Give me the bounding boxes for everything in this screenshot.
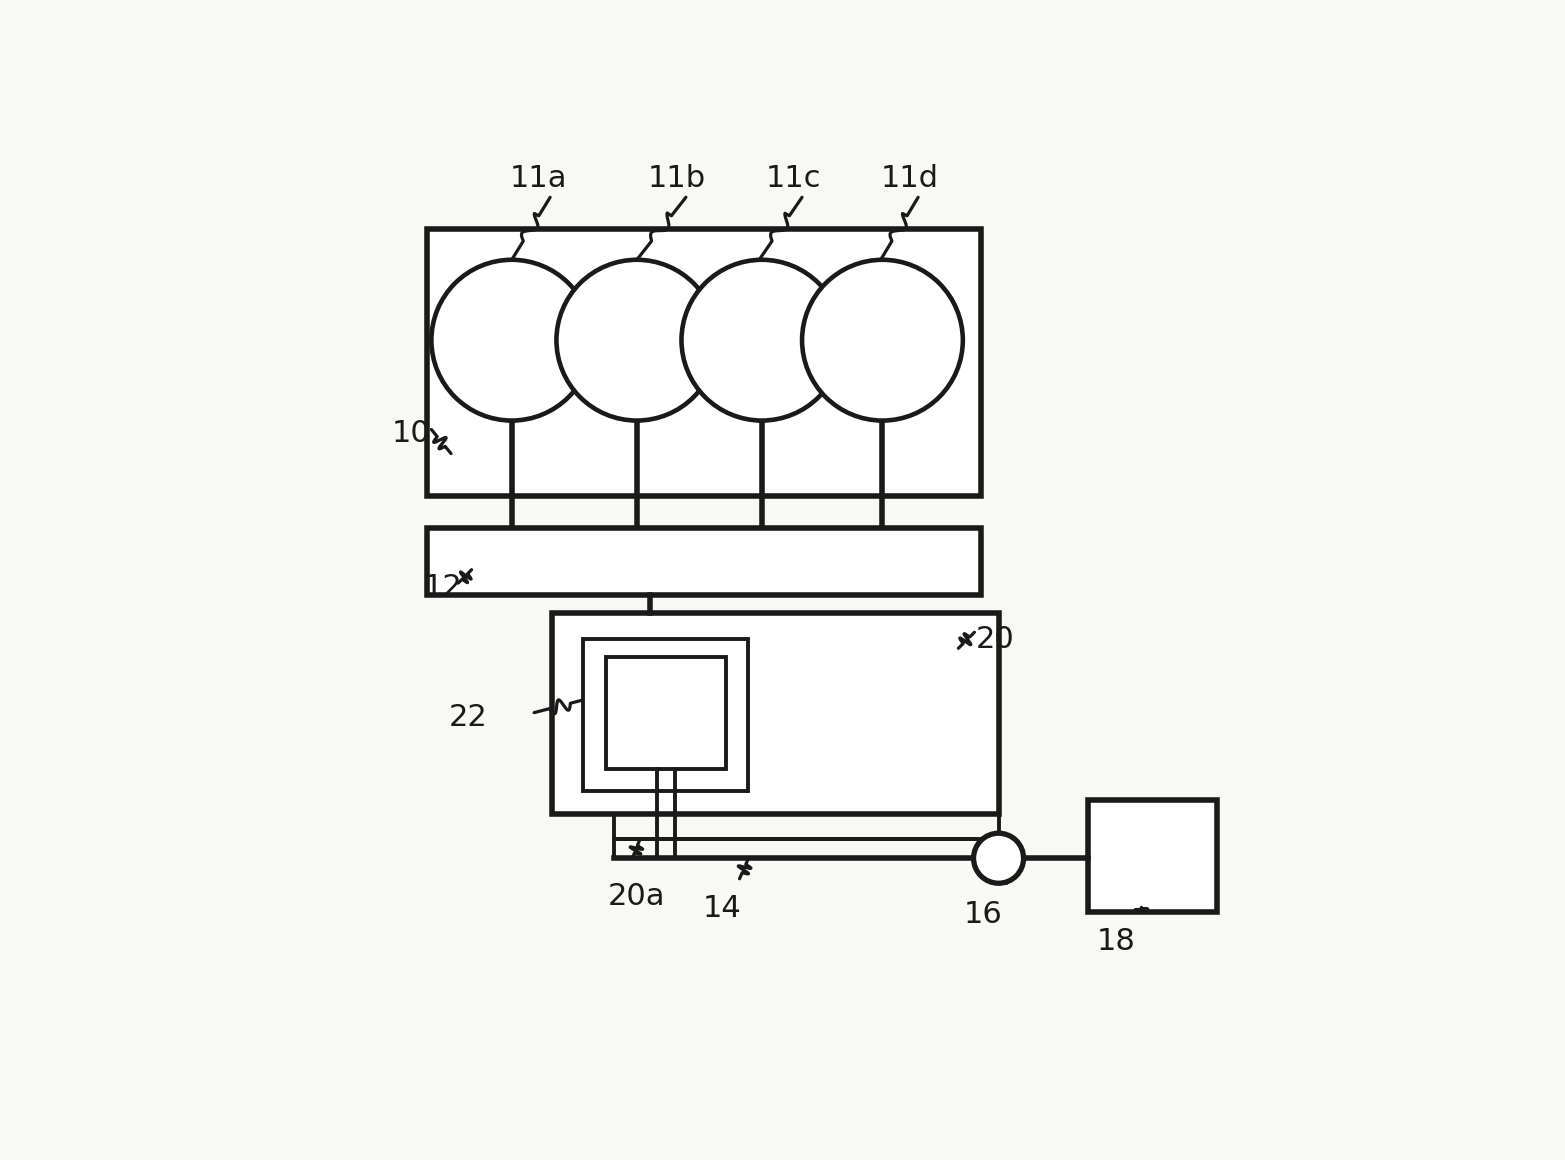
Bar bbox=[552, 612, 998, 813]
Text: 12: 12 bbox=[424, 573, 462, 602]
Bar bbox=[427, 229, 981, 496]
Circle shape bbox=[432, 260, 592, 421]
Bar bbox=[1088, 800, 1218, 912]
Circle shape bbox=[557, 260, 717, 421]
Text: 16: 16 bbox=[964, 900, 1003, 929]
Circle shape bbox=[973, 833, 1024, 883]
Bar bbox=[606, 658, 726, 769]
Text: 20: 20 bbox=[977, 625, 1016, 654]
Text: 11b: 11b bbox=[648, 164, 706, 193]
Bar bbox=[427, 528, 981, 595]
Circle shape bbox=[803, 260, 962, 421]
Text: 20a: 20a bbox=[609, 883, 665, 912]
Circle shape bbox=[681, 260, 842, 421]
Text: 22: 22 bbox=[449, 703, 488, 732]
Text: 11d: 11d bbox=[880, 164, 939, 193]
Text: 14: 14 bbox=[703, 894, 742, 923]
Text: 10: 10 bbox=[391, 420, 430, 449]
Text: 11c: 11c bbox=[765, 164, 822, 193]
Text: 11a: 11a bbox=[510, 164, 568, 193]
Bar bbox=[584, 639, 748, 791]
Text: 18: 18 bbox=[1097, 927, 1136, 956]
